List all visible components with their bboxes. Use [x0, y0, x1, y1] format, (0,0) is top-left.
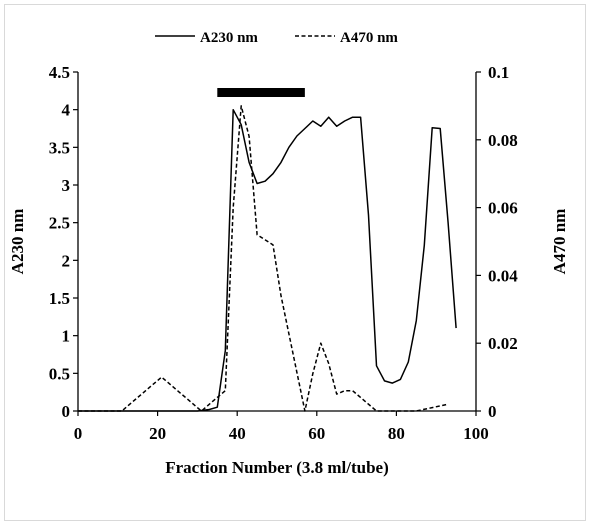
y-left-tick-label: 3	[62, 176, 71, 195]
x-tick-label: 40	[229, 424, 246, 443]
y-left-tick-label: 3.5	[49, 138, 70, 157]
pooled-fractions-bar	[217, 88, 305, 97]
x-tick-label: 20	[149, 424, 166, 443]
y-left-tick-label: 0.5	[49, 364, 70, 383]
legend-label-1: A230 nm	[200, 30, 258, 46]
y-left-tick-label: 0	[62, 402, 71, 421]
y-left-tick-label: 4.5	[49, 63, 70, 82]
y-left-tick-label: 1	[62, 327, 71, 346]
series-line-1	[78, 108, 457, 412]
legend-label-2: A470 nm	[340, 30, 398, 46]
chart-container: 0 20 40 60 80 100 0 0.5 1 1.5 2 2.5 3 3.5 4 4.5 0 0.02 0.0…	[4, 4, 586, 521]
series-line-2	[78, 105, 449, 412]
y-left-tick-label: 4	[62, 101, 71, 120]
x-tick-label: 0	[74, 424, 83, 443]
x-tick-label: 80	[388, 424, 405, 443]
chart-svg: 0 20 40 60 80 100 0 0.5 1 1.5 2 2.5 3 3.5 4 4.5 0 0.02 0.0…	[8, 30, 569, 477]
y-left-tick-label: 1.5	[49, 289, 70, 308]
y-left-tick-label: 2.5	[49, 214, 70, 233]
y-right-tick-label: 0.08	[488, 131, 518, 150]
y-right-tick-label: 0.1	[488, 63, 509, 82]
y-right-tick-label: 0	[488, 402, 497, 421]
y-left-tick-label: 2	[62, 251, 71, 270]
x-tick-label: 100	[463, 424, 489, 443]
x-axis-title: Fraction Number (3.8 ml/tube)	[165, 458, 389, 477]
y-right-axis-title: A470 nm	[550, 209, 569, 275]
y-right-tick-label: 0.02	[488, 334, 518, 353]
y-right-tick-label: 0.06	[488, 199, 518, 218]
y-left-axis-title: A230 nm	[8, 209, 27, 275]
x-tick-label: 60	[308, 424, 325, 443]
y-right-tick-label: 0.04	[488, 266, 518, 285]
